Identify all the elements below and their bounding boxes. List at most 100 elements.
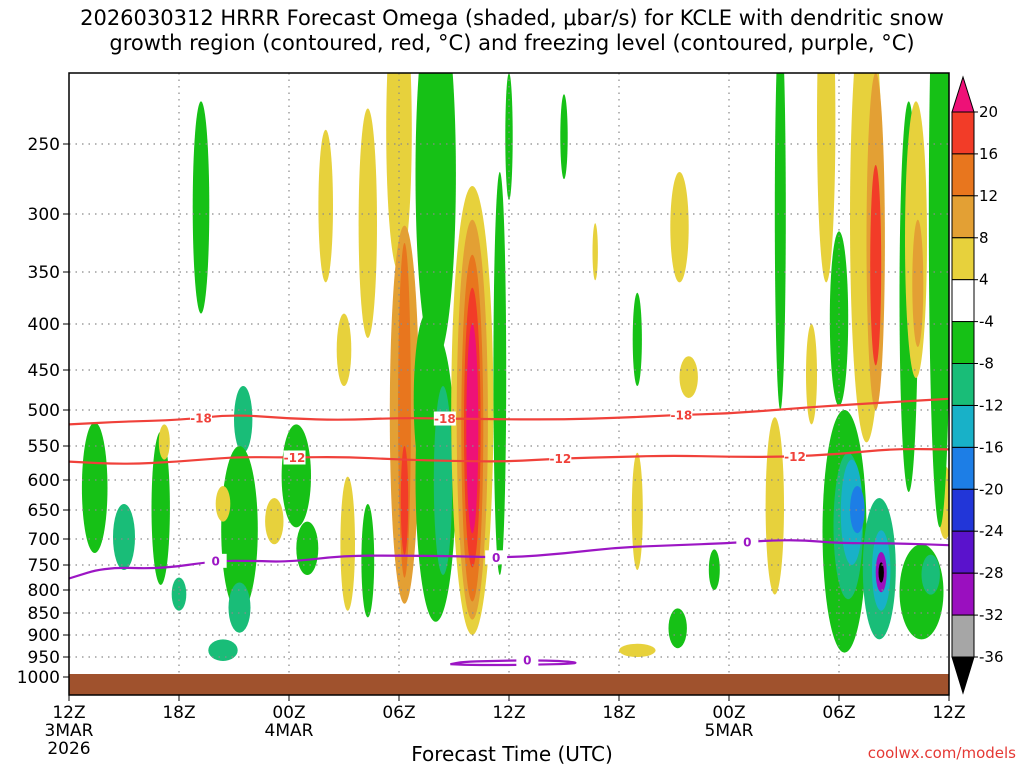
omega-cell-0 [81,422,108,553]
omega-cell-22 [361,504,375,618]
omega-cell-7 [228,582,251,633]
omega-cell-42 [708,549,720,590]
x-axis-title: Forecast Time (UTC) [411,742,613,766]
y-tick-label-300: 300 [28,205,60,225]
chart-title-line-1: 2026030312 HRRR Forecast Omega (shaded, … [80,6,944,30]
omega-cell-16 [336,313,352,386]
colorbar-band-5 [951,279,975,323]
omega-cell-36 [631,452,643,570]
omega-colorbar: 20 16 12 8 4 -4 -8 -12 -16 -20 -24 -28 -32 -36 [951,75,1004,695]
x-tick-label-0: 12Z [52,703,85,723]
colorbar-label-7: -12 [979,397,1004,415]
chart-title: 2026030312 HRRR Forecast Omega (shaded, … [0,6,1024,56]
omega-cell-34 [560,94,568,180]
x-tick-label-1: 18Z [162,703,195,723]
colorbar-label-1: 16 [979,145,998,163]
omega-cell-65 [928,73,949,528]
x-tick-sublabel-0-1: 2026 [47,739,90,759]
contour-label-dgz_-12C-0: -12 [284,451,306,465]
colorbar-label-5: -4 [979,313,994,331]
colorbar-top-arrow [951,75,975,113]
omega-cell-55 [878,562,884,583]
omega-cell-14 [358,108,377,338]
colorbar-label-10: -24 [979,522,1004,540]
colorbar-label-6: -8 [979,355,994,373]
colorbar-label-9: -20 [979,480,1004,498]
omega-cell-35 [592,223,598,281]
colorbar-band-10 [951,488,975,532]
colorbar-band-8 [951,405,975,448]
omega-cell-60 [870,165,882,366]
omega-cell-47 [829,231,849,406]
contour-label-dgz_-18C-2: -18 [670,408,692,422]
colorbar-band-7 [951,363,975,406]
omega-cell-46 [817,73,836,283]
credit-link[interactable]: coolwx.com/models [867,744,1016,762]
ground-surface [69,674,949,695]
colorbar-label-0: 20 [979,103,998,121]
omega-cell-1 [113,504,135,570]
omega-cell-56 [899,544,944,640]
x-tick-label-5: 18Z [602,703,635,723]
contour-label-bg-dgz_-12C-0 [283,450,306,465]
colorbar-label-8: -16 [979,438,1004,456]
y-tick-label-600: 600 [28,471,60,491]
omega-cell-31 [466,324,479,534]
colorbar-band-1 [951,111,975,155]
contour-freezing_0C [69,539,949,580]
omega-shading-layer [81,73,949,661]
contour-label-freezing_0C_surface-0: 0 [523,654,531,668]
x-tick-label-4: 12Z [492,703,525,723]
omega-cell-37 [632,292,642,386]
colorbar-band-2 [951,153,975,197]
omega-cell-5 [234,386,253,453]
omega-cell-4 [192,101,210,314]
omega-cell-6 [221,446,258,613]
contour-label-bg-dgz_-18C-0 [190,410,212,425]
omega-cell-40 [670,172,689,283]
omega-cell-17 [340,476,356,611]
contour-layer: -18 -18 -18 -12 -12 -12 0 0 0 0 [69,397,949,668]
omega-cell-15 [318,129,334,283]
y-tick-label-850: 850 [28,604,60,624]
contour-label-bg-freezing_0C_surface-0 [516,653,539,668]
x-tick-sublabel-0-0: 3MAR [45,721,94,741]
colorbar-label-11: -28 [979,564,1004,582]
contour-label-bg-freezing_0C-2 [736,534,759,549]
colorbar-band-3 [951,195,975,239]
y-tick-label-950: 950 [28,648,60,668]
contour-dgz_-12C [69,447,949,465]
colorbar-label-2: 12 [979,187,998,205]
x-tick-label-7: 06Z [822,703,855,723]
colorbar-label-13: -36 [979,648,1004,666]
colorbar-band-9 [951,446,975,490]
contour-label-bg-freezing_0C-0 [204,553,227,568]
x-tick-label-2: 00Z [272,703,305,723]
x-tick-sublabel-2-0: 4MAR [265,721,314,741]
omega-cell-9 [281,424,311,528]
contour-label-freezing_0C-1: 0 [492,551,500,565]
colorbar-band-12 [951,572,975,616]
y-tick-label-800: 800 [28,581,60,601]
contour-label-freezing_0C-0: 0 [211,554,219,568]
colorbar-band-13 [951,614,975,658]
omega-cell-45 [806,324,817,425]
omega-cell-63 [912,219,924,347]
y-tick-label-650: 650 [28,501,60,521]
colorbar-label-3: 8 [979,229,989,247]
omega-cell-23 [415,73,456,361]
y-tick-label-700: 700 [28,530,60,550]
omega-cell-10 [296,521,319,575]
y-tick-label-900: 900 [28,626,60,646]
y-tick-label-450: 450 [28,361,60,381]
contour-label-dgz_-18C-1: -18 [434,412,456,426]
x-tick-label-6: 00Z [712,703,745,723]
omega-cell-43 [765,417,784,595]
colorbar-label-4: 4 [979,271,989,289]
ground-layer [69,674,949,695]
omega-cell-39 [668,608,687,649]
colorbar-label-12: -32 [979,606,1004,624]
contour-label-bg-dgz_-18C-2 [670,407,693,422]
omega-cell-32 [493,172,507,575]
